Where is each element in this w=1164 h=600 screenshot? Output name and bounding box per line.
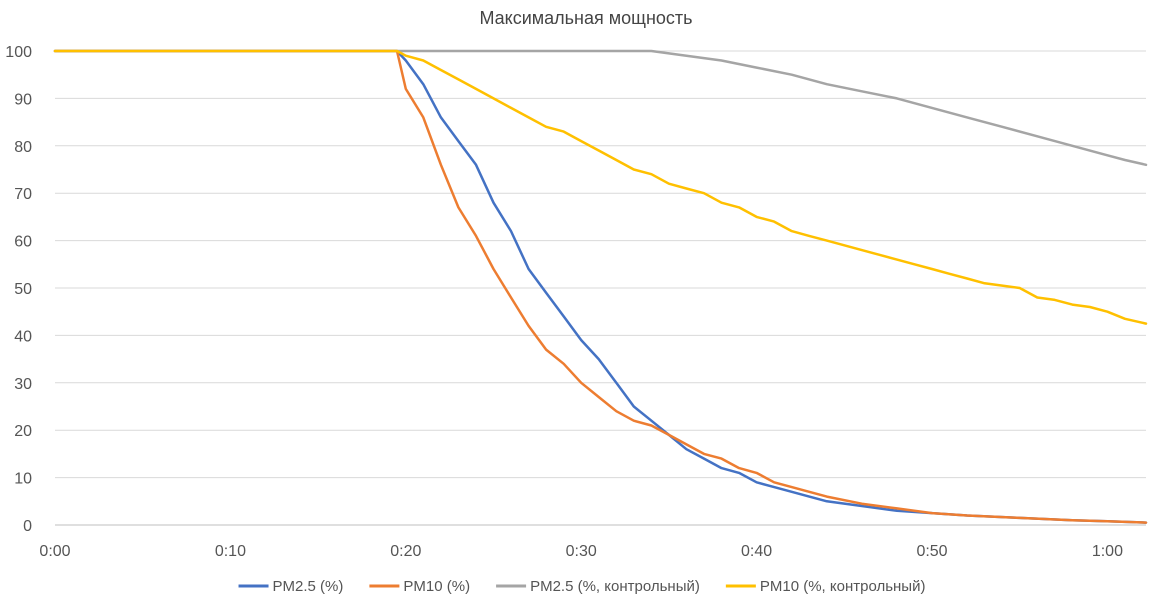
series-line-3: [53, 49, 1148, 167]
legend-label: PM10 (%): [403, 578, 470, 595]
y-tick-label: 70: [14, 186, 32, 203]
x-tick-label: 0:00: [39, 543, 70, 560]
y-tick-label: 30: [14, 376, 32, 393]
x-tick-label: 1:00: [1092, 543, 1123, 560]
chart-title: Максимальная мощность: [479, 8, 692, 28]
x-tick-label: 0:20: [390, 543, 421, 560]
series-lines: [53, 49, 1148, 524]
x-tick-label: 0:50: [916, 543, 947, 560]
y-tick-label: 100: [5, 44, 32, 61]
y-tick-label: 20: [14, 423, 32, 440]
legend-item: PM10 (%, контрольный): [725, 578, 926, 595]
gridlines: [55, 50, 1146, 479]
y-tick-label: 60: [14, 234, 32, 251]
legend: PM2.5 (%) PM10 (%) PM2.5 (%, контрольный) P…: [238, 578, 926, 595]
x-tick-label: 0:40: [741, 543, 772, 560]
y-tick-label: 40: [14, 328, 32, 345]
legend-item: PM10 (%): [369, 578, 470, 595]
y-tick-label: 50: [14, 281, 32, 298]
x-tick-label: 0:10: [215, 543, 246, 560]
legend-label: PM2.5 (%, контрольный): [530, 578, 700, 595]
y-tick-label: 90: [14, 91, 32, 108]
y-tick-label: 0: [23, 518, 32, 535]
series-line-2: [53, 49, 1148, 524]
y-tick-label: 80: [14, 139, 32, 156]
x-tick-label: 0:30: [566, 543, 597, 560]
legend-label: PM2.5 (%): [273, 578, 344, 595]
y-tick-label: 10: [14, 471, 32, 488]
series-line-4: [53, 49, 1148, 325]
legend-label: PM10 (%, контрольный): [760, 578, 926, 595]
legend-item: PM2.5 (%, контрольный): [496, 578, 700, 595]
axes: 0 10 20 30 40 50 60 70 80 90 100 0:00 0:10 0:20 0:30 0:…: [5, 44, 1146, 560]
legend-item: PM2.5 (%): [238, 578, 344, 595]
